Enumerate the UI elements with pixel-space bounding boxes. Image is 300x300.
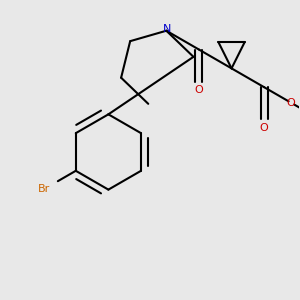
Text: Br: Br bbox=[38, 184, 50, 194]
Text: N: N bbox=[163, 24, 172, 34]
Text: O: O bbox=[260, 123, 268, 133]
Text: O: O bbox=[195, 85, 203, 95]
Text: O: O bbox=[286, 98, 295, 108]
